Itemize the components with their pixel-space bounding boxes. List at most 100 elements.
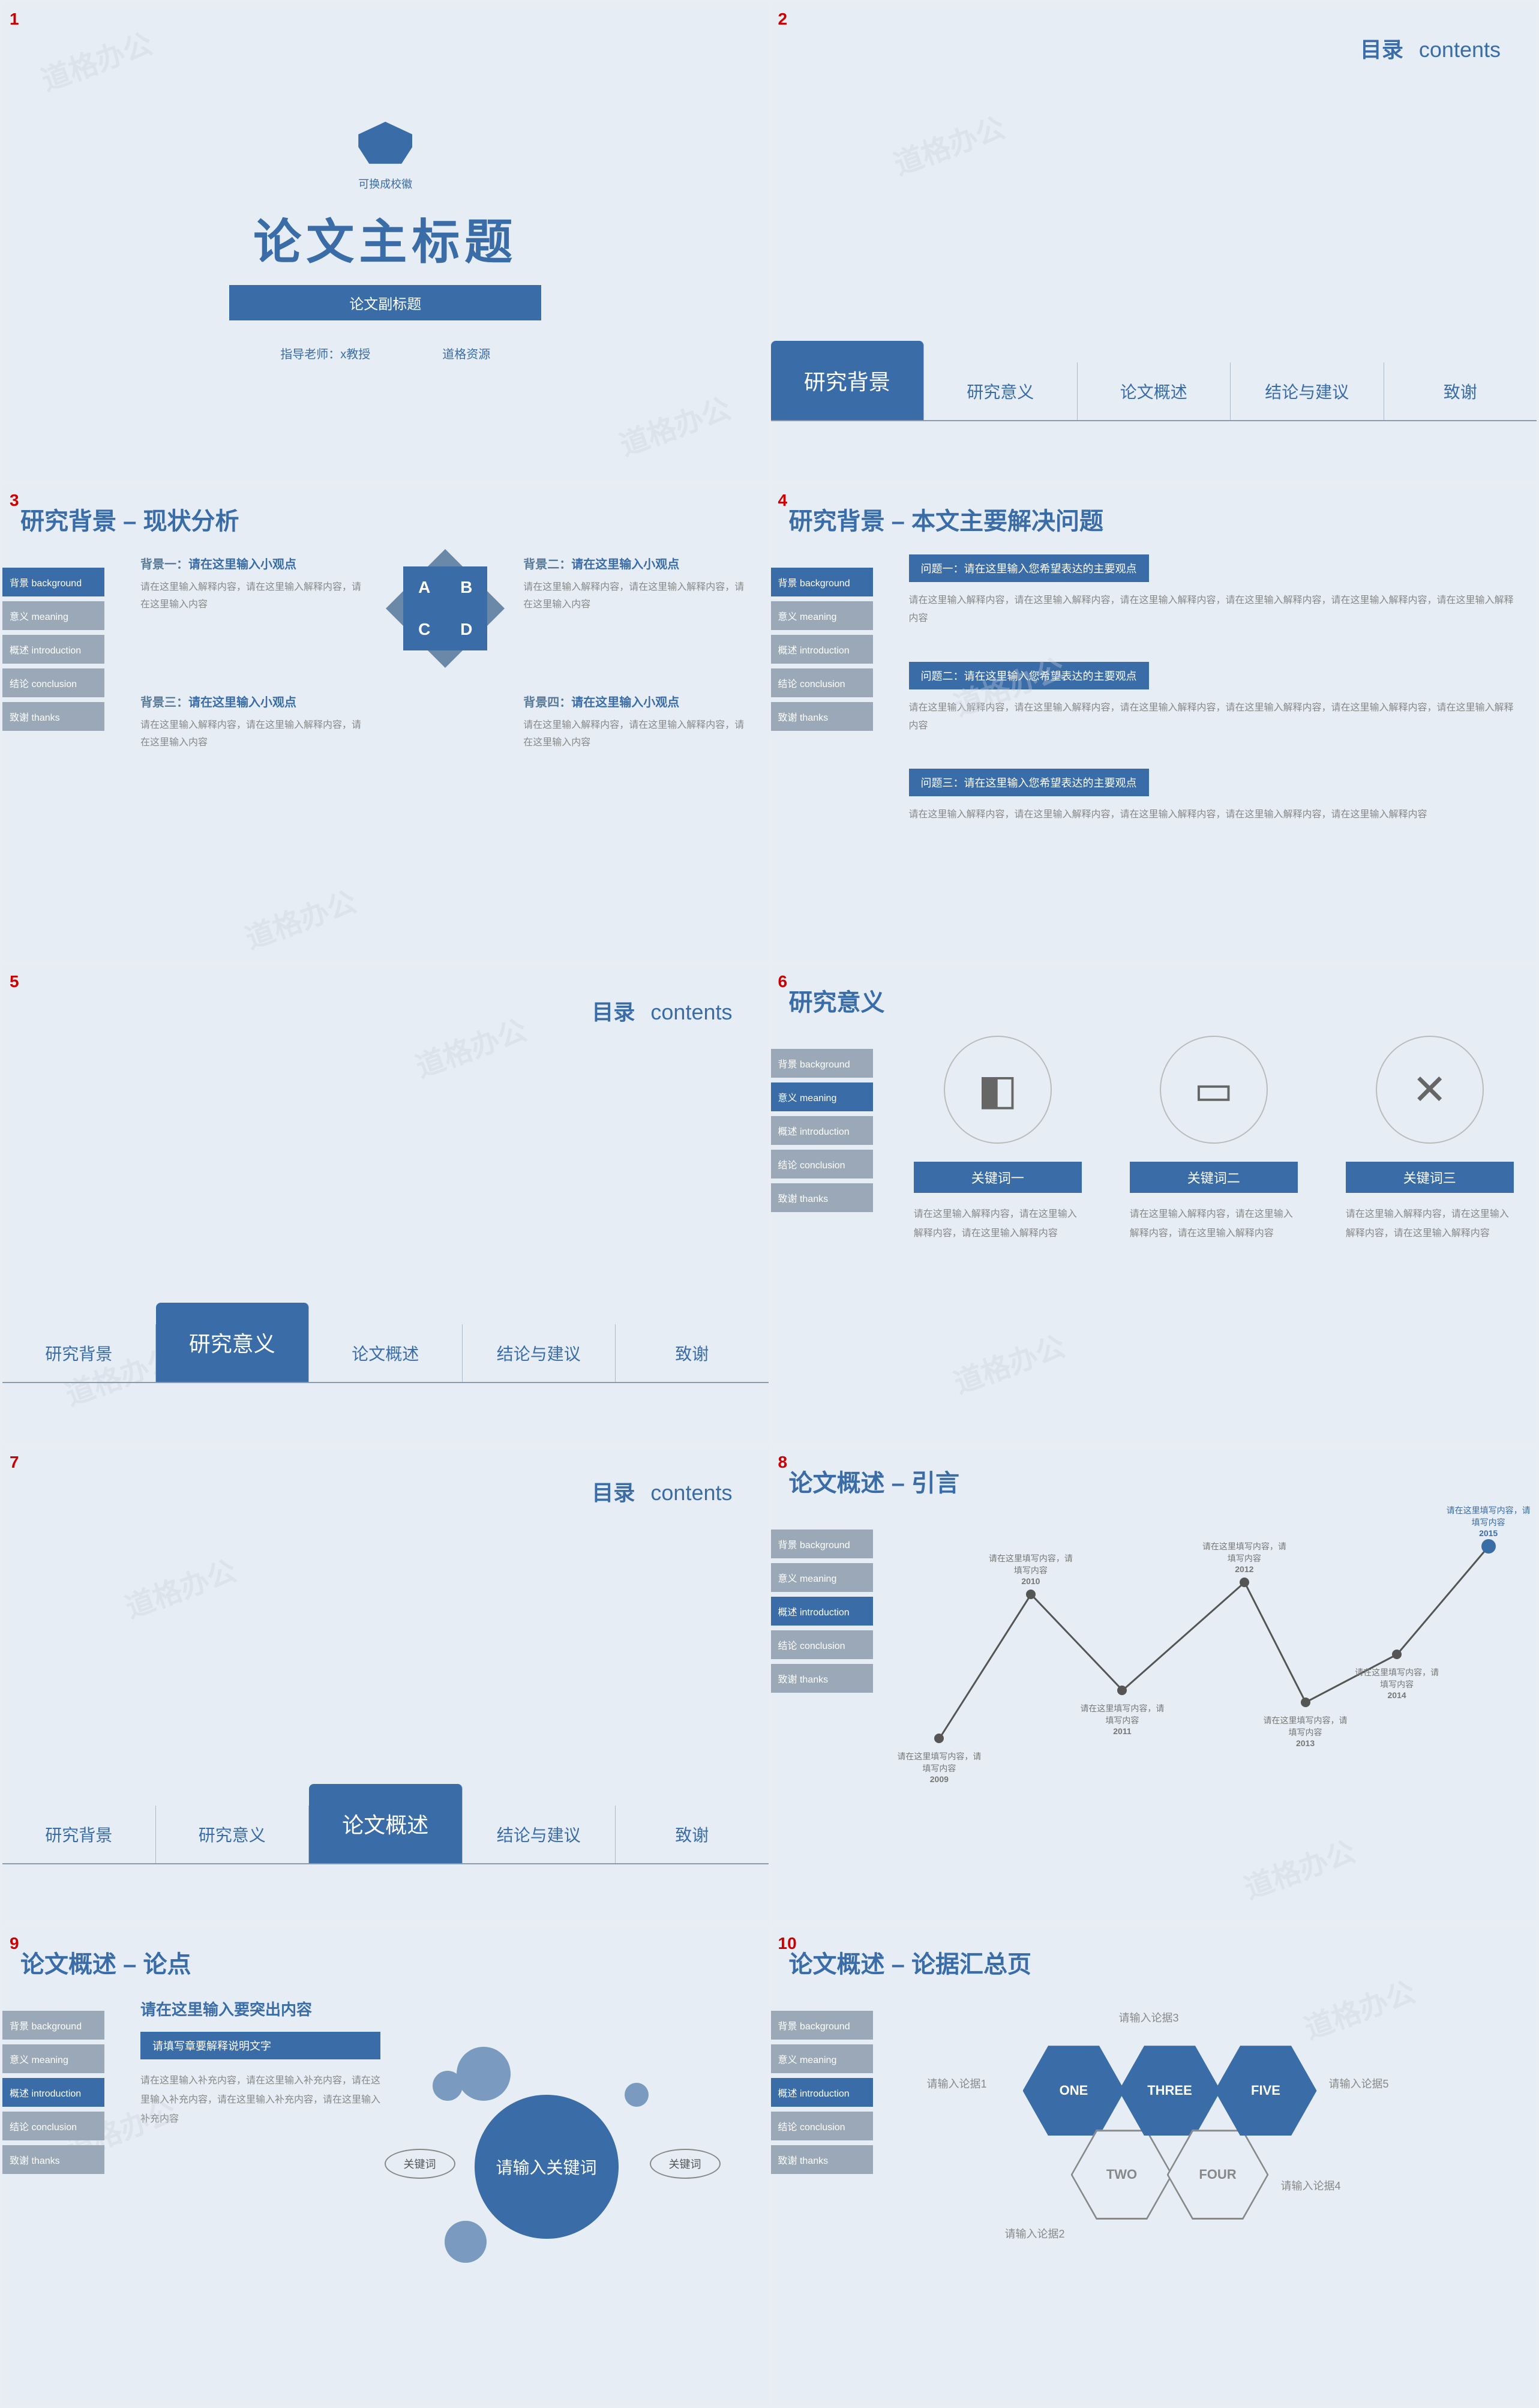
keyword-oval-left: 关键词	[385, 2149, 455, 2179]
keyword-item-3: ✕ 关键词三 请在这里输入解释内容，请在这里输入解释内容，请在这里输入解释内容	[1346, 1036, 1514, 1243]
sidebar-item[interactable]: 概述 introduction	[2, 635, 104, 664]
keyword-oval-right: 关键词	[650, 2149, 721, 2179]
slide-number: 4	[778, 491, 788, 510]
sidebar-item[interactable]: 背景 background	[771, 1049, 873, 1078]
hexagon: TWO	[1071, 2130, 1173, 2220]
slide-number: 5	[10, 972, 19, 991]
chart-label: 请在这里填写内容，请填写内容2011	[1080, 1702, 1164, 1736]
chart-label: 请在这里填写内容，请填写内容2012	[1202, 1540, 1286, 1574]
slide-title: 论文概述 – 论点	[20, 1945, 751, 1980]
cell-a: A	[403, 566, 445, 608]
sidebar-item[interactable]: 致谢 thanks	[771, 702, 873, 731]
advisor-label: 指导老师：x教授	[280, 344, 370, 362]
chart-label: 请在这里填写内容，请填写内容2009	[897, 1750, 981, 1784]
sidebar: 背景 background 意义 meaning 概述 introduction…	[771, 1049, 873, 1212]
question-2: 问题二：请在这里输入您希望表达的主要观点 请在这里输入解释内容，请在这里输入解释…	[909, 662, 1519, 745]
toc-tab-2[interactable]: 研究意义	[924, 362, 1078, 420]
sidebar-item[interactable]: 背景 background	[2, 568, 104, 596]
toc-tab-1[interactable]: 研究背景	[2, 1806, 156, 1863]
hex-annotation: 请输入论据1	[927, 2076, 987, 2091]
center-bubble: 请输入关键词	[475, 2095, 619, 2239]
sidebar-item[interactable]: 概述 introduction	[771, 1597, 873, 1626]
toc-tab-3[interactable]: 论文概述	[1078, 362, 1231, 420]
toc-tab-1[interactable]: 研究背景	[2, 1324, 156, 1382]
hexagon: FOUR	[1167, 2130, 1269, 2220]
sidebar-item[interactable]: 结论 conclusion	[771, 668, 873, 697]
content-area: ◧ 关键词一 请在这里输入解释内容，请在这里输入解释内容，请在这里输入解释内容 …	[909, 1036, 1519, 1243]
toc-tab-5[interactable]: 致谢	[616, 1324, 769, 1382]
sidebar-item[interactable]: 致谢 thanks	[771, 1664, 873, 1693]
bubble-icon	[625, 2083, 649, 2107]
cube-icon: ◧	[944, 1036, 1052, 1144]
sidebar-item[interactable]: 意义 meaning	[2, 2044, 104, 2073]
meta-row: 指导老师：x教授 道格资源	[280, 344, 490, 362]
watermark: 道格办公	[1238, 1828, 1360, 1907]
slide-number: 8	[778, 1453, 788, 1472]
sidebar-item[interactable]: 概述 introduction	[771, 635, 873, 664]
hexagon: ONE	[1023, 2046, 1125, 2136]
toc-tab-3[interactable]: 论文概述	[309, 1784, 463, 1863]
chart-point	[1481, 1539, 1496, 1554]
toc-tab-5[interactable]: 致谢	[1384, 362, 1537, 420]
content-area: 背景一：请在这里输入小观点 请在这里输入解释内容，请在这里输入解释内容，请在这里…	[140, 554, 751, 752]
bubble-diagram: 请输入关键词 关键词 关键词	[397, 2047, 697, 2287]
sidebar-item[interactable]: 意义 meaning	[771, 1082, 873, 1111]
toc-cn: 目录	[592, 1000, 635, 1024]
block-4: 背景四：请在这里输入小观点 请在这里输入解释内容，请在这里输入解释内容，请在这里…	[523, 692, 750, 752]
sidebar-item[interactable]: 结论 conclusion	[771, 2112, 873, 2140]
watermark: 道格办公	[239, 878, 361, 956]
sidebar: 背景 background 意义 meaning 概述 introduction…	[2, 2011, 104, 2174]
bubble-icon	[433, 2071, 463, 2101]
sidebar-item[interactable]: 致谢 thanks	[2, 2145, 104, 2174]
toc-tabs: 研究背景 研究意义 论文概述 结论与建议 致谢	[2, 1784, 769, 1864]
main-title: 论文主标题	[253, 203, 517, 273]
sidebar-item[interactable]: 背景 background	[2, 2011, 104, 2040]
sidebar: 背景 background 意义 meaning 概述 introduction…	[771, 568, 873, 731]
watermark: 道格办公	[613, 385, 736, 463]
sidebar-item[interactable]: 结论 conclusion	[771, 1630, 873, 1659]
sidebar-item[interactable]: 背景 background	[771, 1530, 873, 1558]
sidebar-item[interactable]: 概述 introduction	[771, 2078, 873, 2107]
sidebar-item[interactable]: 意义 meaning	[2, 601, 104, 630]
watermark: 道格办公	[887, 104, 1009, 182]
hex-annotation: 请输入论据2	[1005, 2226, 1065, 2241]
slide-8: 8 道格办公 论文概述 – 引言 背景 background 意义 meanin…	[771, 1446, 1537, 1924]
sidebar-item[interactable]: 概述 introduction	[2, 2078, 104, 2107]
sidebar-item[interactable]: 概述 introduction	[771, 1116, 873, 1145]
slide-number: 7	[10, 1453, 19, 1472]
toc-tab-1[interactable]: 研究背景	[771, 341, 925, 420]
toc-tab-4[interactable]: 结论与建议	[463, 1324, 616, 1382]
toc-tab-4[interactable]: 结论与建议	[1231, 362, 1384, 420]
toc-tab-3[interactable]: 论文概述	[309, 1324, 463, 1382]
sidebar-item[interactable]: 意义 meaning	[771, 1563, 873, 1592]
bubble-icon	[445, 2221, 487, 2263]
hexagon: THREE	[1119, 2046, 1221, 2136]
slide-title: 论文概述 – 论据汇总页	[789, 1945, 1519, 1980]
sidebar-item[interactable]: 致谢 thanks	[2, 702, 104, 731]
sidebar-item[interactable]: 结论 conclusion	[771, 1150, 873, 1178]
bubble-icon	[457, 2047, 511, 2101]
toc-cn: 目录	[1360, 37, 1403, 62]
sidebar-item[interactable]: 背景 background	[771, 568, 873, 596]
sidebar-item[interactable]: 结论 conclusion	[2, 2112, 104, 2140]
chart-label: 请在这里填写内容，请填写内容2014	[1355, 1666, 1439, 1700]
sidebar-item[interactable]: 意义 meaning	[771, 601, 873, 630]
source-label: 道格资源	[442, 344, 490, 362]
sidebar-item[interactable]: 结论 conclusion	[2, 668, 104, 697]
toc-tab-4[interactable]: 结论与建议	[463, 1806, 616, 1863]
sidebar-item[interactable]: 致谢 thanks	[771, 1183, 873, 1212]
chart-point	[934, 1734, 944, 1743]
toc-tab-2[interactable]: 研究意义	[156, 1303, 310, 1382]
toc-tab-5[interactable]: 致谢	[616, 1806, 769, 1863]
toc-en: contents	[1419, 37, 1501, 62]
sidebar-item[interactable]: 意义 meaning	[771, 2044, 873, 2073]
chart-point	[1117, 1686, 1127, 1695]
cell-c: C	[403, 608, 445, 650]
toc-tab-2[interactable]: 研究意义	[156, 1806, 310, 1863]
toc-header: 目录 contents	[592, 995, 732, 1026]
question-3: 问题三：请在这里输入您希望表达的主要观点 请在这里输入解释内容，请在这里输入解释…	[909, 769, 1519, 833]
subtitle-bar: 论文副标题	[229, 285, 541, 320]
cell-d: D	[445, 608, 487, 650]
sidebar-item[interactable]: 致谢 thanks	[771, 2145, 873, 2174]
sidebar-item[interactable]: 背景 background	[771, 2011, 873, 2040]
